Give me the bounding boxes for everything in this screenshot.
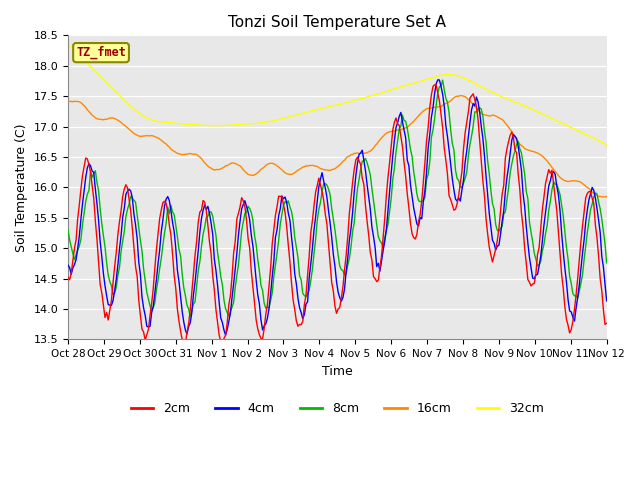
Text: TZ_fmet: TZ_fmet [76, 46, 126, 60]
Legend: 2cm, 4cm, 8cm, 16cm, 32cm: 2cm, 4cm, 8cm, 16cm, 32cm [125, 397, 549, 420]
Title: Tonzi Soil Temperature Set A: Tonzi Soil Temperature Set A [228, 15, 446, 30]
X-axis label: Time: Time [322, 365, 353, 378]
Y-axis label: Soil Temperature (C): Soil Temperature (C) [15, 123, 28, 252]
